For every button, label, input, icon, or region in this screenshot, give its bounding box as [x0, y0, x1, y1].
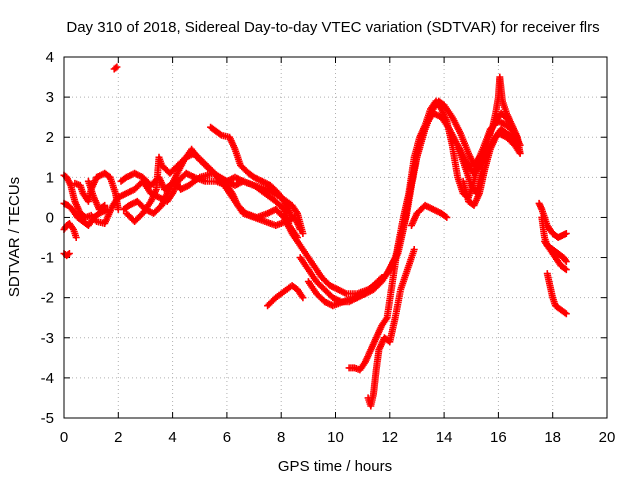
x-tick-label: 8 [277, 429, 285, 446]
series-arc-22 [535, 199, 570, 241]
y-tick-label: 1 [46, 169, 54, 186]
series-arc-21 [459, 125, 521, 209]
data-point [99, 202, 107, 210]
data-point [64, 251, 72, 258]
data-point [376, 275, 384, 283]
data-point [561, 256, 569, 264]
y-tick-label: -3 [41, 330, 54, 347]
y-tick-label: -1 [41, 250, 54, 267]
x-tick-label: 0 [60, 429, 68, 446]
data-point [442, 212, 449, 220]
y-tick-label: 2 [46, 129, 54, 146]
data-point [216, 130, 224, 138]
series-arc-25 [543, 270, 570, 318]
series-arc-16 [304, 274, 386, 310]
data-point [561, 265, 569, 273]
data-point [299, 230, 307, 237]
y-tick-label: -2 [41, 290, 54, 307]
data-point [65, 250, 73, 257]
data-point [561, 309, 569, 317]
series-arc-7 [110, 63, 121, 73]
data-point [562, 266, 570, 274]
x-tick-label: 12 [381, 429, 398, 446]
data-point [378, 274, 386, 282]
series-arc-5 [71, 169, 122, 213]
data-point [296, 226, 304, 233]
x-tick-label: 10 [327, 429, 344, 446]
data-point [410, 246, 418, 253]
series-arc-13 [264, 282, 307, 310]
series-arc-17 [345, 97, 513, 374]
series-arc-11 [122, 149, 301, 241]
y-tick-label: 0 [46, 209, 54, 226]
x-tick-label: 18 [544, 429, 561, 446]
series-arc-19 [408, 201, 451, 229]
data-point [103, 205, 111, 213]
x-tick-label: 4 [168, 429, 176, 446]
data-point [72, 234, 80, 241]
data-point [562, 230, 570, 237]
data-point [101, 201, 109, 209]
data-point [299, 294, 307, 302]
data-point [513, 137, 521, 145]
data-point [288, 213, 296, 221]
y-axis-label: SDTVAR / TECUs [6, 177, 23, 297]
series-arc-12 [207, 123, 296, 221]
data-point [516, 149, 524, 157]
series-arc-2 [60, 199, 111, 229]
x-tick-label: 2 [114, 429, 122, 446]
plot-frame [63, 56, 608, 419]
y-tick-label: -5 [41, 410, 54, 427]
series-arc-24 [541, 238, 570, 274]
x-tick-label: 16 [490, 429, 507, 446]
x-tick-label: 20 [599, 429, 616, 446]
data-point [443, 213, 451, 221]
x-axis-label: GPS time / hours [278, 458, 392, 475]
x-tick-label: 6 [223, 429, 231, 446]
x-tick-label: 14 [436, 429, 453, 446]
y-tick-label: 4 [46, 49, 54, 66]
y-tick-label: 3 [46, 89, 54, 106]
data-point [113, 63, 121, 71]
data-point [562, 310, 570, 318]
data-points [60, 63, 570, 410]
y-tick-label: -4 [41, 370, 54, 387]
data-point [512, 136, 520, 144]
chart-title: Day 310 of 2018, Sidereal Day-to-day VTE… [66, 19, 599, 36]
series-arc-6 [84, 177, 109, 213]
data-point [562, 258, 570, 266]
series-arc-18 [364, 246, 418, 410]
data-point [112, 64, 120, 72]
